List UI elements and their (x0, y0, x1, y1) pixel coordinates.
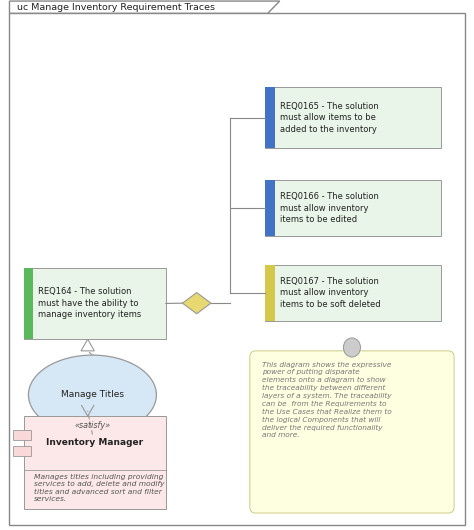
FancyBboxPatch shape (265, 87, 275, 148)
FancyBboxPatch shape (265, 265, 441, 321)
Text: REQ164 - The solution
must have the ability to
manage inventory items: REQ164 - The solution must have the abil… (38, 287, 141, 320)
Text: Manages titles including providing
services to add, delete and modify
titles and: Manages titles including providing servi… (34, 474, 165, 502)
Text: «satisfy»: «satisfy» (74, 421, 110, 430)
FancyBboxPatch shape (265, 180, 275, 236)
FancyBboxPatch shape (13, 446, 31, 456)
Polygon shape (9, 1, 280, 13)
Text: REQ0167 - The solution
must allow inventory
items to be soft deleted: REQ0167 - The solution must allow invent… (280, 277, 380, 309)
Text: REQ0165 - The solution
must allow items to be
added to the inventory: REQ0165 - The solution must allow items … (280, 102, 378, 134)
Text: Inventory Manager: Inventory Manager (46, 438, 143, 447)
FancyBboxPatch shape (24, 268, 33, 339)
FancyBboxPatch shape (265, 87, 441, 148)
FancyBboxPatch shape (265, 180, 441, 236)
Text: uc Manage Inventory Requirement Traces: uc Manage Inventory Requirement Traces (17, 3, 215, 12)
Ellipse shape (28, 355, 156, 435)
FancyBboxPatch shape (13, 430, 31, 440)
FancyBboxPatch shape (250, 351, 454, 513)
Text: REQ0166 - The solution
must allow inventory
items to be edited: REQ0166 - The solution must allow invent… (280, 192, 379, 224)
FancyBboxPatch shape (24, 268, 166, 339)
Text: This diagram shows the expressive
power of putting disparate
elements onto a dia: This diagram shows the expressive power … (262, 361, 392, 438)
Polygon shape (182, 293, 211, 314)
Text: Manage Titles: Manage Titles (61, 391, 124, 399)
Circle shape (343, 338, 360, 357)
FancyBboxPatch shape (24, 416, 166, 509)
FancyBboxPatch shape (9, 13, 465, 525)
Polygon shape (81, 339, 94, 351)
FancyBboxPatch shape (265, 265, 275, 321)
